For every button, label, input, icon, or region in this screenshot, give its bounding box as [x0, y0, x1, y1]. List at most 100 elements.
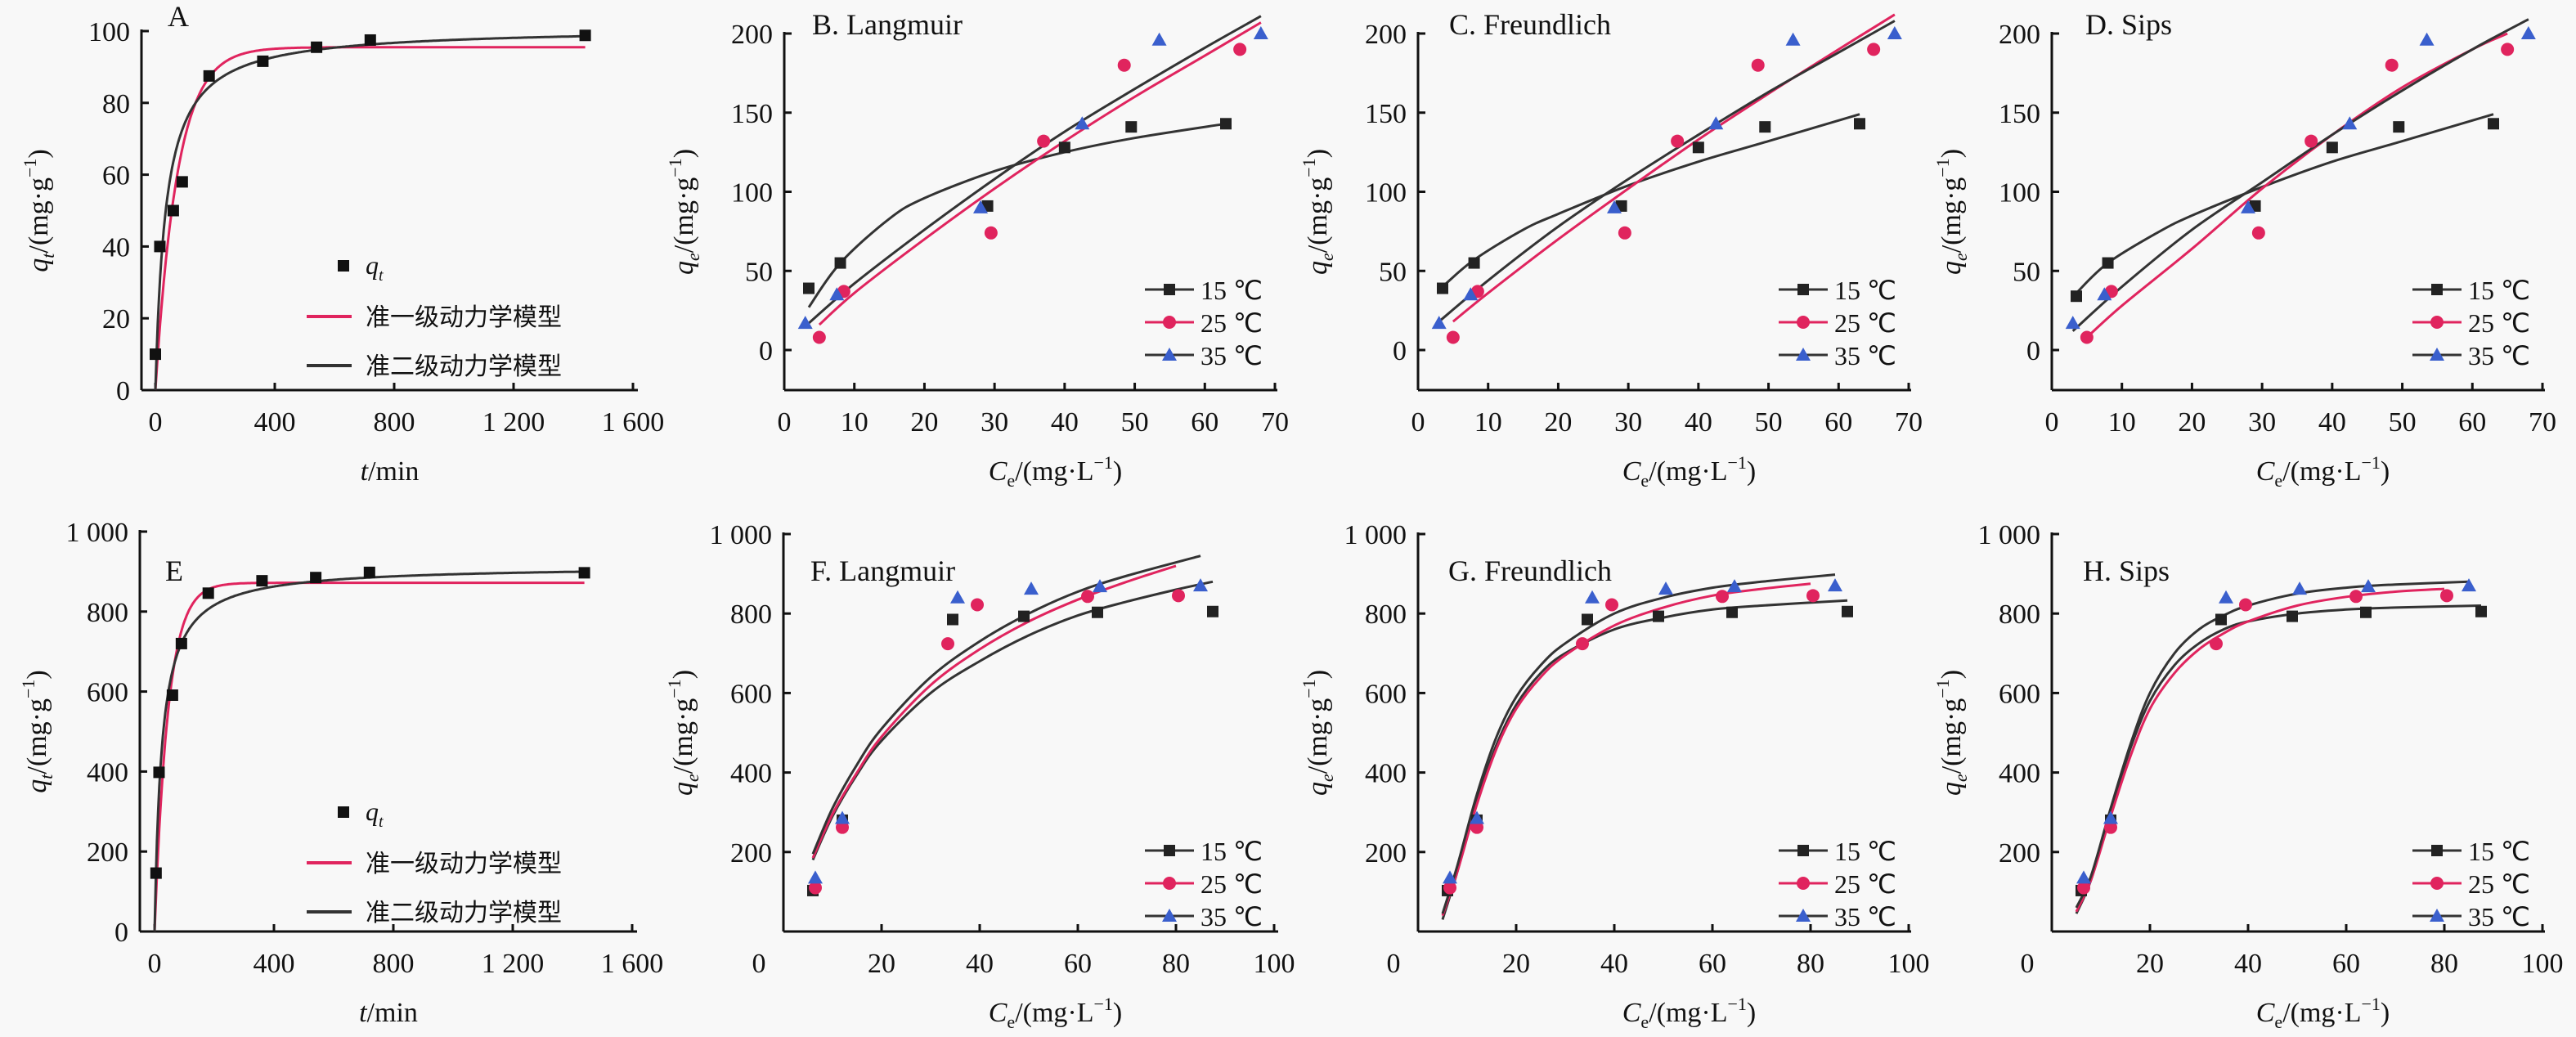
fit-curve-15c [807, 122, 1227, 308]
y-tick-label: 600 [730, 679, 772, 709]
fit-curve-15c [1442, 113, 1860, 288]
data-point-35c [1785, 32, 1801, 46]
y-tick-label: 0 [2026, 336, 2040, 366]
data-point-qt [579, 29, 591, 42]
legend-marker-qt [338, 806, 349, 818]
x-tick-label: 20 [1544, 407, 1572, 438]
x-tick-label: 100 [1254, 949, 1295, 979]
data-point-15c [2326, 141, 2338, 154]
panel-title: E [165, 554, 183, 587]
y-axis-title: qe/(mg·g−1) [1932, 149, 1971, 275]
panel-title: H. Sips [2083, 554, 2170, 587]
legend-marker-25c [1797, 316, 1810, 329]
legend: 15 ℃25 ℃35 ℃ [1779, 837, 1896, 932]
fit-curve-25c [2085, 32, 2508, 339]
x-tick-label: 1 600 [601, 949, 664, 979]
x-tick-label: 1 600 [602, 407, 665, 438]
x-axis-title: Ce/(mg·L−1) [1622, 994, 1757, 1032]
data-point-35c [2103, 810, 2118, 824]
data-point-15c [2360, 606, 2372, 618]
data-point-35c [2462, 578, 2476, 592]
legend-label: 35 ℃ [2468, 341, 2530, 370]
legend: 15 ℃25 ℃35 ℃ [2412, 276, 2530, 370]
data-point-25c [984, 226, 998, 240]
y-tick-label: 1 000 [66, 518, 129, 548]
data-point-25c [2080, 330, 2094, 344]
x-tick-label: 50 [1755, 407, 1783, 438]
legend-label-pso: 准二级动力学模型 [366, 899, 562, 927]
data-point-35c [1708, 116, 1724, 130]
data-point-35c [973, 200, 988, 213]
data-point-15c [1854, 118, 1865, 130]
y-tick-label: 400 [87, 757, 128, 788]
data-point-25c [2210, 637, 2223, 651]
data-point-qt [202, 587, 214, 599]
data-point-25c [2385, 58, 2399, 72]
data-point-35c [1253, 26, 1268, 39]
legend-label-pso: 准二级动力学模型 [366, 352, 562, 381]
data-point-qt [256, 575, 268, 587]
y-tick-label: 50 [1379, 257, 1407, 287]
data-point-35c [2342, 116, 2358, 130]
x-tick-label: 0 [148, 949, 162, 979]
data-point-15c [1437, 282, 1448, 294]
x-tick-label: 0 [149, 407, 163, 438]
data-point-35c [1607, 200, 1622, 213]
legend-marker-qt [338, 260, 349, 272]
data-point-25c [1618, 226, 1631, 240]
data-point-15c [1759, 121, 1771, 133]
x-tick-label: 0 [1387, 949, 1401, 979]
y-axis-title: qe/(mg·g−1) [1299, 149, 1337, 275]
data-point-25c [1671, 134, 1685, 148]
legend-marker-35c [1796, 909, 1811, 922]
data-point-25c [1037, 134, 1051, 148]
legend-label: 15 ℃ [1200, 276, 1263, 305]
fit-curve-15c [2075, 604, 2482, 914]
data-point-qt [153, 766, 165, 779]
x-tick-label: 400 [254, 407, 296, 438]
panel-c: 0 50 100 150 200 0 10 20 30 40 50 60 70 qe/(mg·g−1) Ce… [1299, 8, 1923, 491]
x-tick-label: 40 [2234, 949, 2262, 979]
legend-label: 35 ℃ [1834, 902, 1896, 932]
y-axis-title: qe/(mg·g−1) [1299, 670, 1337, 796]
fit-curve-15c [811, 580, 1214, 861]
fit-curve-35c [804, 15, 1262, 328]
data-point-35c [2241, 200, 2255, 213]
y-tick-label: 600 [1365, 679, 1407, 709]
legend-label: 25 ℃ [1200, 869, 1263, 899]
y-tick-label: 200 [87, 837, 128, 868]
data-point-15c [1842, 605, 1853, 617]
x-tick-label: 60 [2332, 949, 2360, 979]
data-point-25c [1716, 590, 1729, 604]
data-point-qt [150, 867, 162, 879]
legend-label: 15 ℃ [2468, 837, 2530, 866]
data-point-25c [1576, 637, 1589, 651]
pseudo-second-order-curve [154, 34, 586, 391]
data-point-35c [2065, 316, 2080, 330]
data-point-35c [835, 810, 850, 824]
legend: 15 ℃25 ℃35 ℃ [1779, 276, 1896, 370]
data-point-15c [1018, 610, 1030, 622]
legend-label-qt: qt [366, 250, 384, 285]
data-point-15c [1220, 118, 1232, 130]
data-point-15c [1692, 141, 1704, 154]
x-axis-title: Ce/(mg·L−1) [989, 994, 1123, 1032]
data-point-25c [2349, 590, 2363, 604]
y-axis-title: qe/(mg·g−1) [664, 670, 702, 796]
data-point-qt [166, 689, 178, 702]
data-point-35c [950, 590, 965, 604]
data-point-15c [1726, 606, 1738, 618]
y-axis-title: qt/(mg·g−1) [20, 149, 58, 272]
data-point-25c [1470, 820, 1483, 834]
fit-curve-35c [2075, 580, 2470, 909]
y-tick-label: 0 [759, 336, 773, 366]
legend-marker-35c [2430, 348, 2444, 361]
y-tick-label: 800 [1999, 599, 2040, 630]
panel-title: B. Langmuir [812, 8, 963, 41]
x-tick-label: 30 [1614, 407, 1642, 438]
y-tick-label: 150 [1365, 99, 1407, 129]
y-axis-title: qe/(mg·g−1) [665, 149, 703, 275]
data-point-15c [834, 257, 846, 269]
data-point-25c [1605, 598, 1618, 612]
